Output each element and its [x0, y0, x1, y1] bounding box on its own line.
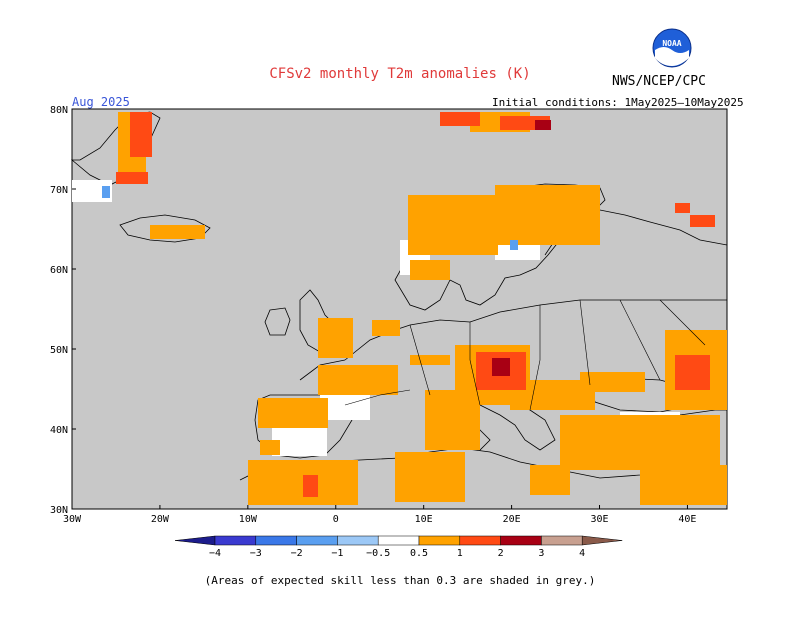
legend-label: −0.5: [366, 548, 390, 559]
legend-swatch: [214, 535, 257, 546]
latitude-label: 50N: [50, 345, 68, 356]
latitude-label: 70N: [50, 185, 68, 196]
legend-swatch: [500, 535, 542, 546]
legend-arrow-high: [581, 535, 623, 546]
latitude-label: 30N: [50, 505, 68, 516]
latitude-labels: 30N 40N 50N 60N 70N 80N: [50, 105, 76, 516]
longitude-label: 30W: [63, 514, 82, 525]
noaa-logo: NOAA: [652, 28, 692, 68]
legend-swatch: [459, 535, 501, 546]
legend-label: −4: [209, 548, 221, 559]
legend-label: 2: [498, 548, 504, 559]
latitude-label: 40N: [50, 425, 68, 436]
legend-arrow-low: [174, 535, 216, 546]
legend-label: −3: [250, 548, 262, 559]
legend-label: −1: [331, 548, 343, 559]
legend-swatch: [377, 535, 420, 546]
skill-footnote: (Areas of expected skill less than 0.3 a…: [204, 574, 596, 587]
longitude-labels: 30W 20W 10W 0 10E 20E 30E 40E: [63, 505, 696, 525]
longitude-label: 30E: [590, 514, 608, 525]
legend-label: 1: [457, 548, 463, 559]
legend-label: −2: [291, 548, 303, 559]
initial-conditions: Initial conditions: 1May2025–10May2025: [492, 96, 744, 109]
longitude-label: 10W: [239, 514, 258, 525]
legend-label: 0.5: [410, 548, 428, 559]
longitude-label: 20W: [151, 514, 170, 525]
longitude-label: 40E: [678, 514, 696, 525]
anomaly-shading: [72, 112, 727, 505]
longitude-label: 0: [333, 514, 339, 525]
legend-swatch: [418, 535, 461, 546]
map-title: CFSv2 monthly T2m anomalies (K): [269, 66, 531, 82]
legend-swatch: [541, 535, 583, 546]
latitude-label: 80N: [50, 105, 68, 116]
legend-label: 3: [538, 548, 544, 559]
agency-label: NWS/NCEP/CPC: [612, 74, 706, 89]
legend-swatch: [337, 535, 379, 546]
noaa-logo-text: NOAA: [662, 39, 681, 48]
noaa-logo-graphic: NOAA: [652, 28, 692, 68]
legend-swatch: [255, 535, 297, 546]
legend-label: 4: [579, 548, 585, 559]
color-legend: −4 −3 −2 −1 −0.5 0.5 1 2 3 4: [174, 535, 623, 559]
legend-swatch: [296, 535, 338, 546]
country-borders: [344, 299, 706, 411]
longitude-label: 20E: [503, 514, 521, 525]
forecast-month: Aug 2025: [72, 95, 130, 109]
latitude-label: 60N: [50, 265, 68, 276]
longitude-label: 10E: [415, 514, 433, 525]
